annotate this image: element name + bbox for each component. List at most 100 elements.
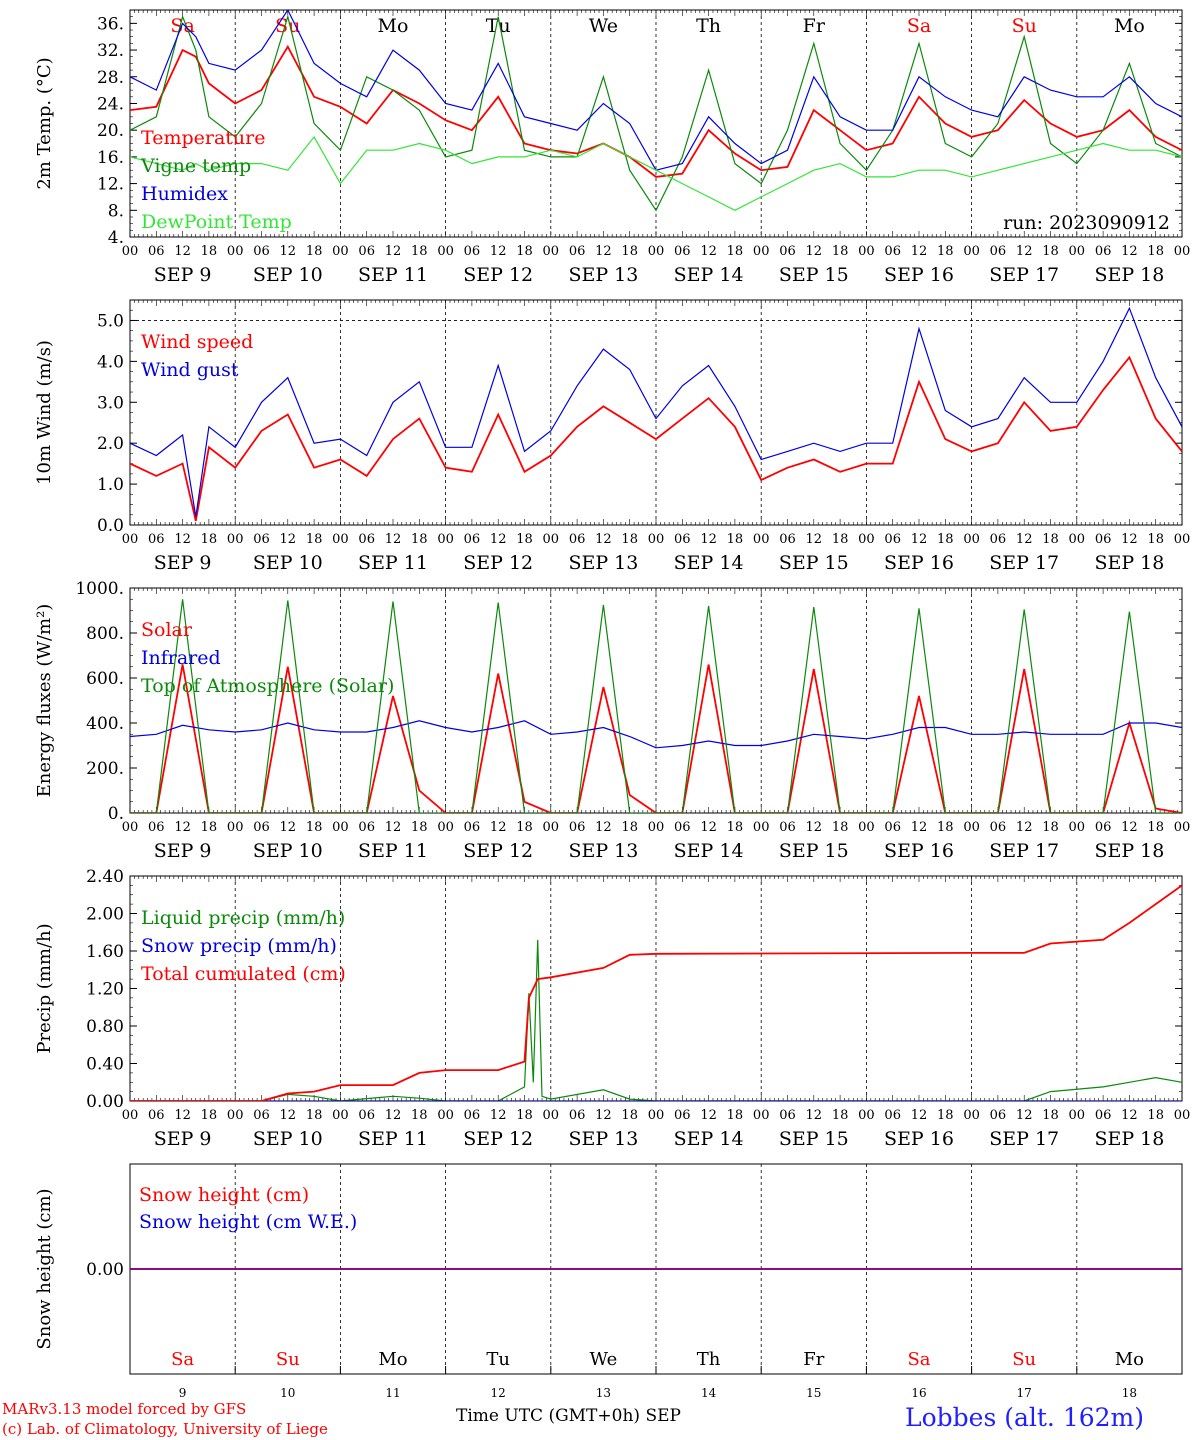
legend-entry: Liquid precip (mm/h) bbox=[141, 907, 345, 929]
date-label: SEP 13 bbox=[568, 1128, 638, 1150]
hour-tick-label: 00 bbox=[858, 532, 875, 547]
weekday-label: Tu bbox=[486, 1349, 510, 1370]
hour-tick-label: 12 bbox=[595, 244, 612, 259]
hour-tick-label: 12 bbox=[174, 820, 191, 835]
series-line-humidex bbox=[130, 10, 1182, 171]
hour-tick-label: 06 bbox=[569, 532, 586, 547]
y-tick-label: 36. bbox=[97, 14, 124, 34]
panel-5: Sa 9 Su 10 Mo 11 Tu 12 We 13 Th 14 Fr 15 Sa 16 Su 17 Mo 18 0… bbox=[34, 1163, 1183, 1400]
day-number-label: 11 bbox=[385, 1386, 400, 1400]
date-label: SEP 12 bbox=[463, 264, 533, 286]
y-axis-title: Precip (mm/h) bbox=[34, 923, 55, 1053]
hour-tick-label: 18 bbox=[411, 244, 428, 259]
y-tick-label: 2.40 bbox=[86, 867, 124, 887]
date-label: SEP 12 bbox=[463, 552, 533, 574]
hour-tick-label: 06 bbox=[148, 1108, 165, 1123]
hour-tick-label: 00 bbox=[437, 1108, 454, 1123]
hour-tick-label: 00 bbox=[543, 820, 560, 835]
date-label: SEP 11 bbox=[358, 840, 428, 862]
station-name: Lobbes (alt. 162m) bbox=[905, 1403, 1145, 1432]
date-label: SEP 14 bbox=[674, 1128, 744, 1150]
legend-entry: Infrared bbox=[141, 647, 221, 669]
y-tick-label: 20. bbox=[97, 121, 124, 141]
hour-tick-label: 12 bbox=[1121, 1108, 1138, 1123]
y-tick-label: 4.0 bbox=[97, 352, 124, 372]
weekday-label: Tu bbox=[486, 15, 511, 37]
y-tick-label: 2.00 bbox=[86, 905, 124, 925]
hour-tick-label: 18 bbox=[411, 820, 428, 835]
hour-tick-label: 06 bbox=[884, 244, 901, 259]
hour-tick-label: 12 bbox=[911, 1108, 928, 1123]
hour-tick-label: 18 bbox=[937, 820, 954, 835]
hour-tick-label: 18 bbox=[306, 1108, 323, 1123]
date-label: SEP 18 bbox=[1094, 1128, 1164, 1150]
hour-tick-label: 00 bbox=[1069, 820, 1086, 835]
hour-tick-label: 06 bbox=[253, 244, 270, 259]
meteogram: 00 06 12 18 00 06 12 18 00 06 12 18 00 06 12 18 00 06 12 18… bbox=[34, 9, 1191, 1400]
y-tick-label: 4. bbox=[108, 228, 124, 248]
run-annotation: run: 2023090912 bbox=[1003, 212, 1170, 234]
weekday-label: Fr bbox=[803, 15, 826, 37]
y-tick-label: 16. bbox=[97, 148, 124, 168]
hour-tick-label: 18 bbox=[516, 820, 533, 835]
day-number-label: 14 bbox=[701, 1386, 717, 1400]
hour-tick-label: 12 bbox=[806, 820, 823, 835]
legend-entry: Wind gust bbox=[141, 359, 239, 381]
hour-tick-label: 06 bbox=[779, 244, 796, 259]
hour-tick-label: 12 bbox=[385, 244, 402, 259]
hour-tick-label: 18 bbox=[201, 532, 218, 547]
hour-tick-label: 00 bbox=[753, 244, 770, 259]
hour-tick-label: 12 bbox=[595, 820, 612, 835]
hour-tick-label: 18 bbox=[1147, 820, 1164, 835]
y-axis-title: Snow height (cm) bbox=[34, 1188, 55, 1349]
hour-tick-label: 12 bbox=[911, 532, 928, 547]
weekday-label: Mo bbox=[1114, 15, 1145, 37]
date-label: SEP 13 bbox=[568, 552, 638, 574]
hour-tick-label: 18 bbox=[937, 244, 954, 259]
hour-tick-label: 06 bbox=[569, 820, 586, 835]
hour-tick-label: 12 bbox=[806, 532, 823, 547]
date-label: SEP 10 bbox=[253, 264, 323, 286]
hour-tick-label: 12 bbox=[595, 1108, 612, 1123]
hour-tick-label: 06 bbox=[884, 532, 901, 547]
y-tick-label: 28. bbox=[97, 68, 124, 88]
legend-entry: Total cumulated (cm) bbox=[141, 963, 346, 985]
hour-tick-label: 00 bbox=[543, 1108, 560, 1123]
hour-tick-label: 18 bbox=[621, 820, 638, 835]
series-line-wind-gust bbox=[130, 306, 1182, 517]
hour-tick-label: 18 bbox=[201, 820, 218, 835]
hour-tick-label: 06 bbox=[1095, 820, 1112, 835]
series-line-temperature bbox=[130, 44, 1182, 178]
legend-entry: Solar bbox=[141, 619, 193, 641]
hour-tick-label: 18 bbox=[727, 820, 744, 835]
date-label: SEP 11 bbox=[358, 264, 428, 286]
hour-tick-label: 00 bbox=[122, 532, 139, 547]
date-label: SEP 15 bbox=[779, 1128, 849, 1150]
hour-tick-label: 12 bbox=[490, 820, 507, 835]
hour-tick-label: 06 bbox=[674, 244, 691, 259]
hour-tick-label: 06 bbox=[779, 532, 796, 547]
hour-tick-label: 18 bbox=[832, 820, 849, 835]
y-tick-label: 1000. bbox=[75, 579, 124, 599]
hour-tick-label: 06 bbox=[884, 820, 901, 835]
weekday-label: Sa bbox=[171, 1349, 194, 1370]
hour-tick-label: 00 bbox=[437, 244, 454, 259]
hour-tick-label: 18 bbox=[727, 244, 744, 259]
hour-tick-label: 18 bbox=[306, 244, 323, 259]
hour-tick-label: 06 bbox=[674, 532, 691, 547]
hour-tick-label: 06 bbox=[569, 1108, 586, 1123]
hour-tick-label: 00 bbox=[227, 532, 244, 547]
hour-tick-label: 12 bbox=[174, 244, 191, 259]
hour-tick-label: 00 bbox=[1174, 532, 1191, 547]
day-number-label: 10 bbox=[280, 1386, 295, 1400]
date-label: SEP 15 bbox=[779, 840, 849, 862]
weekday-label: Mo bbox=[1115, 1349, 1144, 1370]
y-tick-label: 1.0 bbox=[97, 475, 124, 495]
weekday-label: Th bbox=[697, 1349, 721, 1370]
time-axis-title: Time UTC (GMT+0h) SEP bbox=[456, 1406, 681, 1426]
hour-tick-label: 12 bbox=[806, 244, 823, 259]
date-label: SEP 17 bbox=[989, 264, 1059, 286]
hour-tick-label: 00 bbox=[648, 1108, 665, 1123]
hour-tick-label: 00 bbox=[963, 1108, 980, 1123]
hour-tick-label: 12 bbox=[280, 532, 297, 547]
